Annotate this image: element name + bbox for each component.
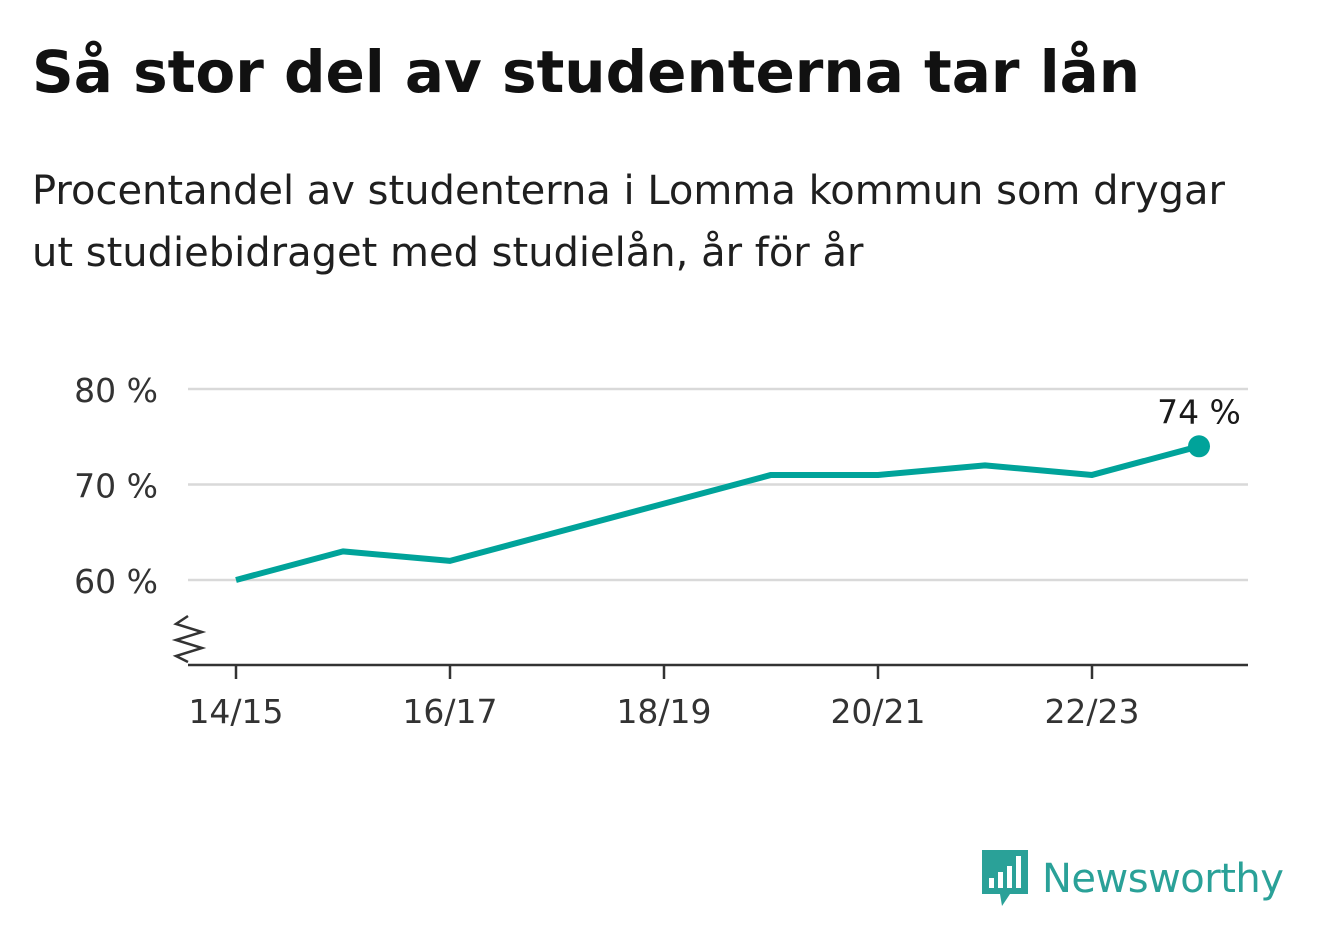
data-point — [875, 472, 881, 478]
chart-subtitle: Procentandel av studenterna i Lomma komm… — [32, 168, 1225, 276]
labels: 60 % 70 % 80 % 14/15 16/17 18/19 20/21 22/23 74 … — [74, 371, 1241, 731]
data-point — [340, 548, 346, 554]
chart-title: Så stor del av studenterna tar lån — [32, 38, 1141, 106]
data-point — [1089, 472, 1095, 478]
brand-logo: Newsworthy — [980, 848, 1284, 910]
axes — [171, 614, 1248, 679]
data-point — [982, 462, 988, 468]
y-tick-label: 60 % — [74, 562, 158, 601]
brand-name: Newsworthy — [1042, 856, 1284, 902]
data-point — [233, 577, 239, 583]
y-tick-label: 70 % — [74, 467, 158, 506]
x-tick-label: 22/23 — [1044, 692, 1139, 731]
data-point — [447, 558, 453, 564]
x-tick-label: 14/15 — [188, 692, 283, 731]
axis-break-icon — [171, 614, 207, 664]
newsworthy-logo-icon — [982, 850, 1028, 906]
y-tick-label: 80 % — [74, 371, 158, 410]
end-point-marker — [1188, 435, 1210, 458]
series-layer — [233, 435, 1210, 583]
data-point — [768, 472, 774, 478]
end-value-label: 74 % — [1157, 392, 1241, 431]
gridlines — [188, 387, 1248, 582]
data-point — [661, 501, 667, 507]
x-tick-label: 16/17 — [402, 692, 497, 731]
x-tick-label: 20/21 — [830, 692, 925, 731]
data-point — [554, 529, 560, 535]
x-tick-label: 18/19 — [616, 692, 711, 731]
series-line — [235, 443, 1200, 583]
